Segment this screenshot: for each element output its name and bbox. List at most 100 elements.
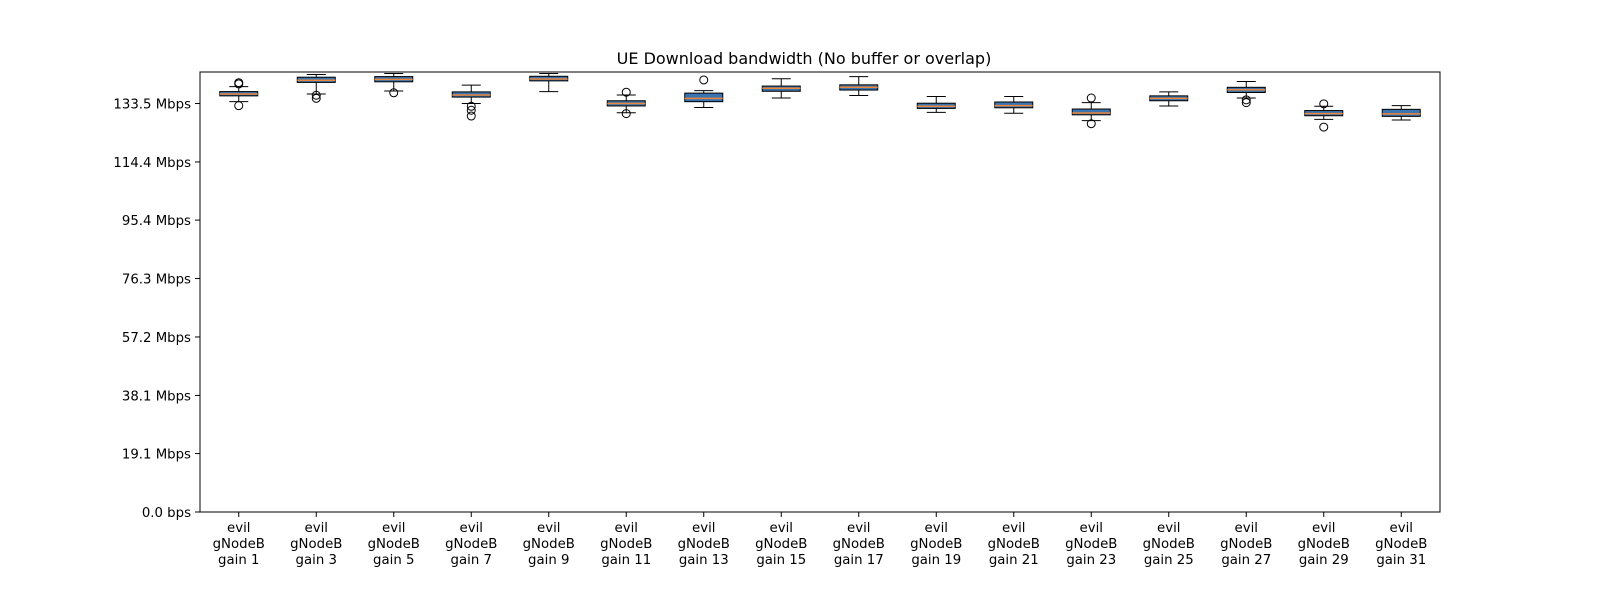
y-tick-label: 57.2 Mbps [122, 331, 191, 346]
x-tick-label: gNodeB [910, 537, 962, 552]
x-tick-label: gNodeB [523, 537, 575, 552]
y-tick-label: 95.4 Mbps [122, 214, 191, 229]
y-tick-label: 19.1 Mbps [122, 448, 191, 463]
x-tick-label: gain 5 [373, 553, 414, 568]
x-tick-label: evil [925, 521, 948, 536]
x-tick-label: gain 31 [1376, 553, 1426, 568]
outlier-point [466, 111, 476, 121]
x-tick-label: evil [537, 521, 560, 536]
x-tick-label: evil [305, 521, 328, 536]
box [994, 101, 1034, 109]
x-tick-label: gNodeB [1065, 537, 1117, 552]
x-tick-label: evil [1390, 521, 1413, 536]
x-tick-label: gNodeB [833, 537, 885, 552]
outlier-point [621, 87, 631, 97]
x-tick-label: gNodeB [290, 537, 342, 552]
x-tick-label: gNodeB [1298, 537, 1350, 552]
outlier-point [1319, 99, 1329, 109]
y-axis: 0.0 bps 19.1 Mbps 38.1 Mbps 57.2 Mbps 76.3 M… [113, 98, 200, 521]
outlier-point [311, 93, 321, 103]
box-group [451, 84, 491, 121]
x-tick-label: evil [1235, 521, 1258, 536]
x-tick-label: gain 17 [834, 553, 884, 568]
x-tick-label: evil [770, 521, 793, 536]
x-tick-label: gain 19 [911, 553, 961, 568]
outlier-point [1241, 98, 1251, 108]
box-group [839, 76, 879, 97]
x-tick-label: gain 29 [1299, 553, 1349, 568]
box-group [1304, 99, 1344, 132]
box [1381, 108, 1421, 117]
box-group [374, 73, 414, 98]
x-tick-label: evil [1312, 521, 1335, 536]
outlier-point [1241, 95, 1251, 105]
x-tick-label: gain 15 [756, 553, 806, 568]
x-tick-label: gNodeB [600, 537, 652, 552]
x-tick-label: gNodeB [1220, 537, 1272, 552]
x-tick-label: evil [1002, 521, 1025, 536]
x-tick-label: evil [227, 521, 250, 536]
x-tick-label: gNodeB [755, 537, 807, 552]
box-group [684, 75, 724, 108]
x-tick-label: gain 13 [679, 553, 729, 568]
x-tick-label: gNodeB [445, 537, 497, 552]
y-tick-label: 114.4 Mbps [113, 156, 191, 171]
box-group [1149, 91, 1189, 107]
x-tick-label: gNodeB [1375, 537, 1427, 552]
y-tick-label: 133.5 Mbps [113, 98, 191, 113]
box-group [296, 73, 336, 103]
outlier-point [1086, 119, 1096, 129]
box [684, 92, 724, 103]
chart-title: UE Download bandwidth (No buffer or over… [617, 49, 992, 68]
outlier-point [1319, 122, 1329, 132]
box-group [529, 73, 569, 93]
plot-frame [199, 71, 1441, 513]
outlier-point [311, 90, 321, 100]
x-tick-label: evil [1157, 521, 1180, 536]
x-tick-label: gain 9 [528, 553, 569, 568]
x-tick-label: gain 11 [601, 553, 651, 568]
outlier-point [1086, 93, 1096, 103]
box-group [761, 78, 801, 99]
outlier-point [389, 88, 399, 98]
box-group [916, 95, 956, 113]
x-tick-label: gNodeB [1143, 537, 1195, 552]
x-tick-label: gain 7 [451, 553, 492, 568]
y-tick-label: 0.0 bps [142, 506, 191, 521]
x-tick-label: evil [1080, 521, 1103, 536]
outlier-point [234, 101, 244, 111]
outlier-point [466, 105, 476, 115]
x-tick-label: gNodeB [988, 537, 1040, 552]
x-tick-label: gain 3 [296, 553, 337, 568]
y-tick-label: 38.1 Mbps [122, 389, 191, 404]
outlier-point [699, 75, 709, 85]
x-tick-label: evil [847, 521, 870, 536]
boxes-layer [219, 73, 1421, 132]
box-group [1071, 93, 1111, 129]
x-tick-label: gNodeB [213, 537, 265, 552]
x-tick-label: evil [615, 521, 638, 536]
outlier-point [234, 78, 244, 88]
box-group [1226, 80, 1266, 108]
box-group [994, 95, 1034, 114]
outlier-point [466, 101, 476, 111]
x-tick-label: evil [382, 521, 405, 536]
x-tick-label: gain 23 [1066, 553, 1116, 568]
x-tick-label: evil [460, 521, 483, 536]
box-group [219, 78, 259, 111]
x-tick-label: gain 27 [1221, 553, 1271, 568]
box [1071, 108, 1111, 116]
x-tick-label: gain 1 [218, 553, 259, 568]
outlier-point [621, 109, 631, 119]
box-group [606, 87, 646, 119]
y-tick-label: 76.3 Mbps [122, 273, 191, 288]
x-tick-label: evil [692, 521, 715, 536]
x-tick-label: gNodeB [678, 537, 730, 552]
x-tick-label: gain 25 [1144, 553, 1194, 568]
x-tick-label: gain 21 [989, 553, 1039, 568]
box-group [1381, 105, 1421, 121]
x-tick-label: gNodeB [368, 537, 420, 552]
